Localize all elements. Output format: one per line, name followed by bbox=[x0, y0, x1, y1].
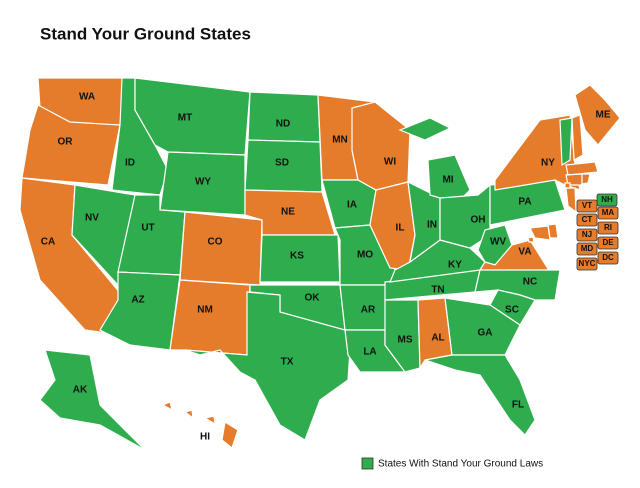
state-label: OR bbox=[58, 137, 74, 148]
state-shape bbox=[565, 187, 577, 214]
legend-label: States With Stand Your Ground Laws bbox=[378, 459, 543, 470]
state-label: WI bbox=[384, 157, 396, 168]
state-label: MD bbox=[581, 244, 594, 253]
state-label: AK bbox=[73, 385, 88, 396]
state-shape bbox=[565, 173, 583, 186]
state-label: HI bbox=[200, 432, 210, 443]
state-label: PA bbox=[518, 197, 531, 208]
state-label: GA bbox=[478, 328, 493, 339]
state-shape bbox=[183, 409, 194, 420]
state-box bbox=[597, 221, 619, 235]
state-label: CO bbox=[208, 237, 223, 248]
state-box bbox=[576, 199, 598, 213]
state-shape bbox=[247, 91, 321, 143]
state-label: AR bbox=[361, 305, 376, 316]
state-label: KY bbox=[448, 260, 462, 271]
state-shape bbox=[21, 104, 121, 186]
state-label: ME bbox=[596, 110, 611, 121]
state-shape bbox=[494, 114, 581, 191]
state-label: OH bbox=[471, 215, 486, 226]
state-shape bbox=[384, 299, 421, 373]
state-label: VT bbox=[582, 201, 592, 210]
state-label: WA bbox=[79, 92, 95, 103]
state-label: WY bbox=[195, 177, 211, 188]
state-label: UT bbox=[141, 223, 154, 234]
state-shape bbox=[571, 114, 584, 161]
state-box bbox=[597, 236, 619, 250]
state-label: DE bbox=[602, 238, 614, 247]
state-shape bbox=[529, 225, 551, 241]
state-shape bbox=[203, 415, 216, 426]
state-label: FL bbox=[512, 400, 524, 411]
state-shape bbox=[424, 354, 536, 436]
state-label: NH bbox=[601, 195, 613, 204]
state-label: MN bbox=[332, 135, 348, 146]
state-label: AL bbox=[431, 333, 444, 344]
state-label: DC bbox=[602, 253, 614, 262]
state-shape bbox=[351, 101, 411, 191]
state-label: MI bbox=[442, 175, 453, 186]
state-label: MO bbox=[357, 250, 373, 261]
state-label: NM bbox=[197, 305, 213, 316]
state-box bbox=[576, 213, 598, 227]
state-shape bbox=[574, 84, 621, 146]
small-state-boxes: NH VT MA CT RI NJ DE MD DC NYC bbox=[527, 114, 619, 271]
state-label: AZ bbox=[131, 295, 144, 306]
state-box bbox=[576, 242, 598, 256]
state-label: TX bbox=[281, 357, 294, 368]
state-label: IN bbox=[427, 220, 437, 231]
state-shape bbox=[161, 401, 173, 412]
state-label: ND bbox=[276, 119, 290, 130]
state-box bbox=[597, 206, 619, 220]
state-label: SC bbox=[505, 305, 519, 316]
state-box bbox=[576, 257, 598, 271]
state-box bbox=[597, 251, 619, 265]
state-shape bbox=[398, 117, 452, 141]
state-label: CA bbox=[41, 237, 55, 248]
state-label: MS bbox=[398, 335, 413, 346]
state-shape bbox=[179, 211, 263, 286]
state-label: NE bbox=[281, 207, 295, 218]
legend-swatch bbox=[361, 457, 374, 470]
state-label: RI bbox=[604, 223, 612, 232]
map-title: Stand Your Ground States bbox=[40, 24, 251, 43]
state-shape bbox=[527, 236, 535, 243]
state-label: CT bbox=[582, 215, 593, 224]
state-label: NC bbox=[523, 277, 537, 288]
state-label: NY bbox=[541, 158, 555, 169]
state-shape bbox=[565, 161, 599, 176]
state-label: TN bbox=[431, 285, 444, 296]
state-shape bbox=[559, 117, 573, 167]
state-label: IL bbox=[396, 223, 405, 234]
state-shape bbox=[184, 291, 351, 441]
state-label: NJ bbox=[582, 230, 592, 239]
state-label: ID bbox=[125, 158, 135, 169]
state-label: MT bbox=[178, 113, 192, 124]
state-shape bbox=[581, 173, 591, 185]
state-shape bbox=[564, 182, 571, 189]
state-box bbox=[576, 228, 598, 242]
states: WA OR CA NV ID MT WY UT AZ CO NM ND SD NE KS OK TX MN IA MO… bbox=[19, 77, 621, 451]
state-box bbox=[596, 193, 618, 207]
state-label: OK bbox=[305, 293, 321, 304]
state-shape bbox=[221, 421, 239, 450]
state-label: IA bbox=[347, 200, 357, 211]
state-label: SD bbox=[275, 158, 289, 169]
state-shape bbox=[489, 289, 536, 326]
state-label: MA bbox=[602, 208, 615, 217]
state-label: WV bbox=[490, 237, 506, 248]
state-label: VA bbox=[518, 247, 531, 258]
state-label: NYC bbox=[579, 259, 596, 268]
state-label: NV bbox=[85, 213, 99, 224]
state-label: LA bbox=[363, 347, 376, 358]
state-shape bbox=[169, 279, 251, 356]
state-shape bbox=[39, 349, 146, 451]
state-label: KS bbox=[290, 251, 304, 262]
state-shape bbox=[444, 297, 521, 356]
